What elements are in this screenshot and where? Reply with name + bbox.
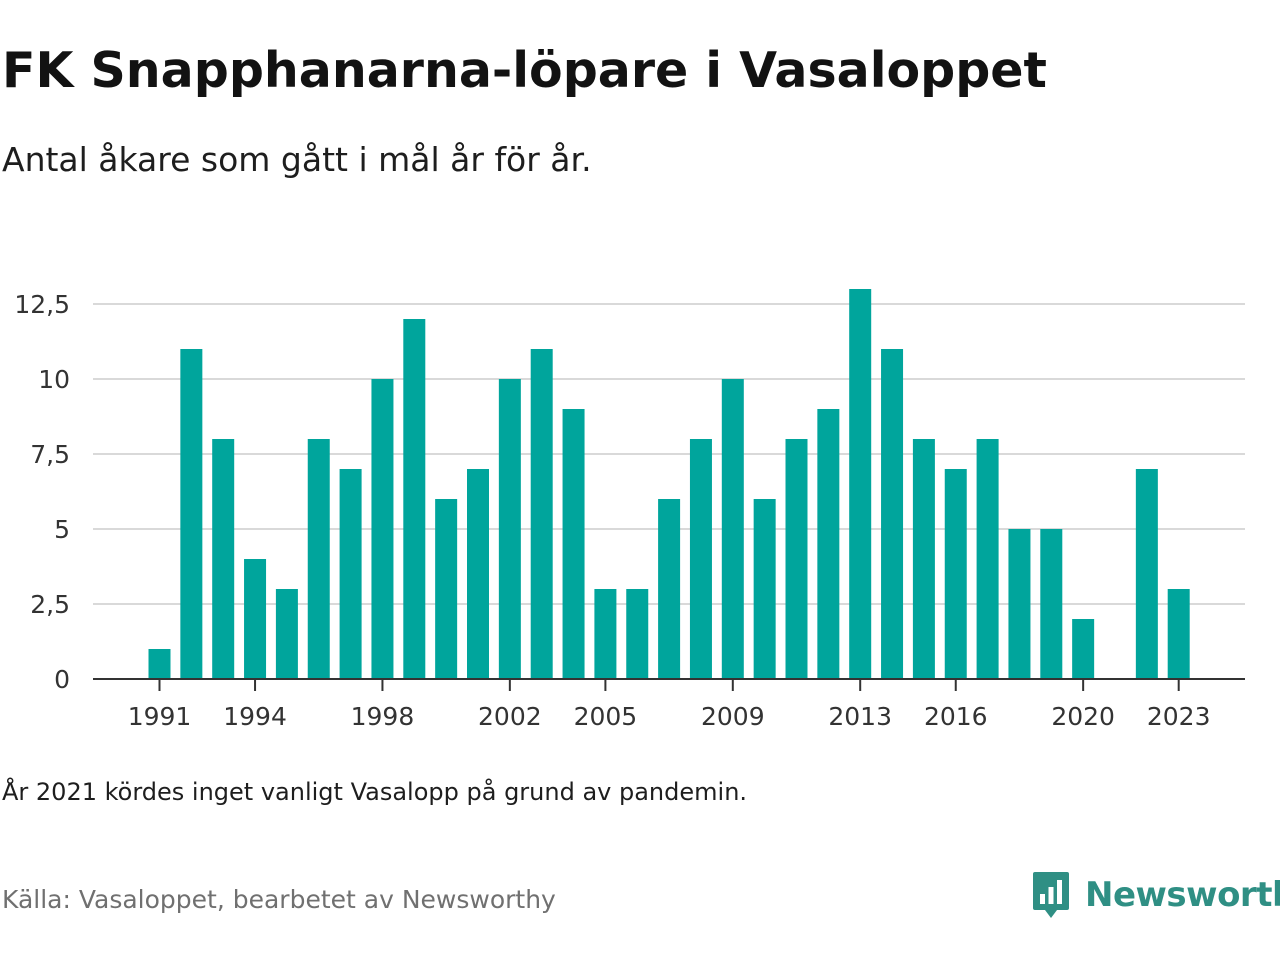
bar-2007 — [658, 499, 681, 679]
bar-2012 — [817, 409, 840, 679]
bar-2006 — [626, 589, 649, 679]
x-tick-label: 2023 — [1147, 702, 1211, 731]
bar-2000 — [435, 499, 458, 679]
brand-name: Newsworthy — [1085, 875, 1280, 915]
bar-1999 — [403, 319, 426, 679]
x-tick-label: 1991 — [128, 702, 192, 731]
bar-2014 — [881, 349, 904, 679]
bar-2019 — [1040, 529, 1063, 679]
bar-1994 — [244, 559, 267, 679]
bar-2023 — [1167, 589, 1190, 679]
bar-2016 — [944, 469, 967, 679]
chart-title: FK Snapphanarna-löpare i Vasaloppet — [2, 42, 1047, 99]
y-tick-label: 12,5 — [14, 290, 70, 319]
brand-logo[interactable]: Newsworthy — [1031, 870, 1280, 920]
y-tick-label: 7,5 — [30, 440, 70, 469]
bar-1995 — [275, 589, 298, 679]
bar-1992 — [180, 349, 203, 679]
x-tick-label: 1998 — [351, 702, 415, 731]
bar-2001 — [467, 469, 489, 679]
y-tick-label: 2,5 — [30, 590, 70, 619]
bar-1996 — [307, 439, 330, 679]
bar-2013 — [849, 289, 872, 679]
x-tick-label: 2009 — [701, 702, 765, 731]
bar-1997 — [339, 469, 362, 679]
x-tick-label: 2016 — [924, 702, 988, 731]
bar-2018 — [1008, 529, 1031, 679]
x-tick-label: 2013 — [828, 702, 892, 731]
y-tick-label: 0 — [54, 665, 70, 694]
bar-1998 — [371, 379, 394, 679]
x-tick-label: 2020 — [1051, 702, 1115, 731]
bar-1991 — [148, 649, 171, 679]
bars — [148, 289, 1190, 679]
bar-2011 — [785, 439, 808, 679]
bar-2009 — [721, 379, 744, 679]
bar-2010 — [753, 499, 776, 679]
x-tick-label: 2002 — [478, 702, 542, 731]
footnote: År 2021 kördes inget vanligt Vasalopp på… — [2, 778, 748, 806]
bar-2004 — [562, 409, 585, 679]
bar-2003 — [530, 349, 553, 679]
x-tick-label: 1994 — [223, 702, 287, 731]
chart-subtitle: Antal åkare som gått i mål år för år. — [2, 140, 592, 179]
bar-chart: 0 2,5 5 7,5 10 12,5 1991 1994 1998 2002 2005 2009 20… — [14, 289, 1245, 731]
x-tick-label: 2005 — [574, 702, 638, 731]
newsworthy-logo-icon — [1033, 872, 1069, 918]
axes: 0 2,5 5 7,5 10 12,5 1991 1994 1998 2002 2005 2009 20… — [14, 290, 1245, 731]
bar-2015 — [912, 439, 935, 679]
y-tick-label: 5 — [54, 515, 70, 544]
bar-2008 — [689, 439, 712, 679]
y-tick-label: 10 — [38, 365, 70, 394]
bar-1993 — [212, 439, 235, 679]
source-credit: Källa: Vasaloppet, bearbetet av Newswort… — [2, 885, 556, 914]
bar-2022 — [1135, 469, 1158, 679]
bar-2017 — [976, 439, 999, 679]
bar-2005 — [594, 589, 617, 679]
bar-2020 — [1072, 619, 1095, 679]
bar-2002 — [498, 379, 521, 679]
